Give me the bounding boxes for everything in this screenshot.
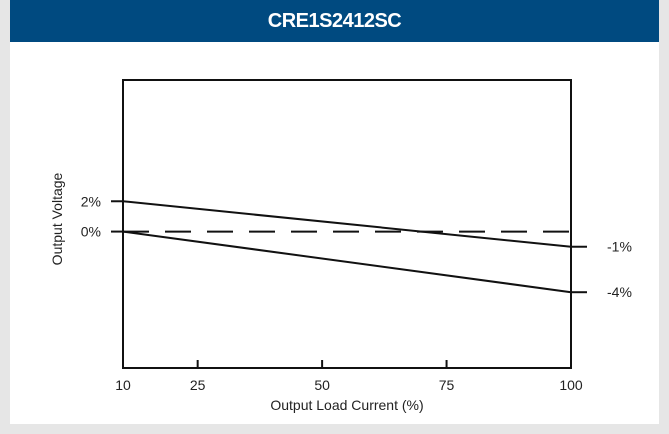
right-value-label: -4%: [607, 284, 632, 300]
x-ticks: 10 25 50 75 100: [115, 360, 583, 393]
y-axis-label: Output Voltage: [49, 172, 65, 265]
y-ticks: 2% 0%: [81, 193, 123, 240]
series-line-1: [122, 200, 572, 248]
right-value-label: -1%: [607, 239, 632, 255]
x-tick-label: 25: [190, 377, 206, 393]
x-tick-label: 10: [115, 377, 131, 393]
x-tick-label: 75: [439, 377, 455, 393]
right-labels: -1% -4%: [571, 239, 632, 300]
x-axis-label: Output Load Current (%): [270, 397, 423, 413]
y-tick-label: 0%: [81, 224, 101, 240]
plot-area: [122, 79, 572, 369]
series-layer: [122, 200, 572, 294]
x-tick-label: 100: [559, 377, 583, 393]
chart-title: CRE1S2412SC: [10, 0, 659, 42]
x-tick-label: 50: [314, 377, 330, 393]
y-tick-label: 2%: [81, 193, 101, 209]
series-line-3: [122, 230, 572, 294]
